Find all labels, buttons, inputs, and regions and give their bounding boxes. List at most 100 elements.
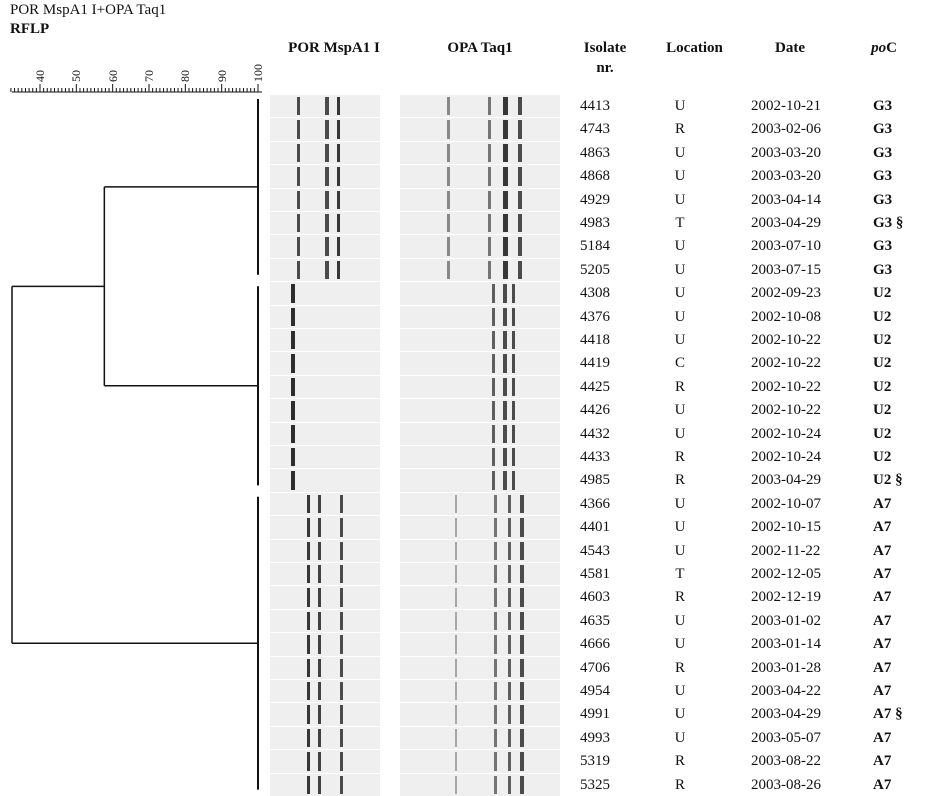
isolate-number: 4419 — [580, 355, 610, 372]
isolate-poc: A7 — [873, 589, 892, 606]
por-gel-band — [307, 752, 310, 771]
opa-gel-lane — [400, 750, 560, 773]
opa-gel-band — [492, 448, 495, 467]
opa-gel-band — [508, 728, 511, 748]
opa-gel-band — [492, 284, 495, 303]
isolate-poc: G3 — [873, 121, 893, 138]
isolate-number: 4376 — [580, 308, 610, 325]
isolate-date: 2002-09-23 — [751, 285, 821, 302]
isolate-poc: U2 — [873, 402, 892, 419]
isolate-location: U — [674, 729, 686, 746]
por-gel-band — [291, 424, 295, 443]
isolate-poc: G3 — [873, 191, 893, 208]
opa-gel-band — [488, 237, 491, 256]
opa-gel-band — [503, 167, 508, 186]
opa-gel-band — [520, 658, 524, 677]
opa-gel-lane — [400, 586, 560, 609]
isolate-number: 4991 — [580, 706, 610, 723]
por-gel-band — [291, 354, 295, 373]
isolate-location: U — [674, 495, 686, 512]
por-gel-band — [297, 190, 300, 209]
isolate-poc: A7 — [873, 612, 892, 629]
por-gel-lane — [270, 539, 380, 562]
por-gel-band — [318, 752, 321, 771]
opa-gel-lane — [400, 680, 560, 703]
por-gel-band — [340, 588, 343, 607]
opa-gel-band — [488, 167, 491, 186]
opa-gel-band — [520, 635, 524, 654]
por-gel-band — [337, 167, 340, 186]
opa-gel-band — [455, 494, 457, 514]
opa-gel-band — [518, 190, 522, 209]
por-gel-lane — [270, 399, 380, 422]
por-gel-band — [297, 237, 300, 256]
opa-gel-lane — [400, 726, 560, 750]
por-gel-band — [318, 728, 321, 748]
opa-gel-band — [503, 401, 507, 420]
isolate-location: R — [674, 449, 685, 465]
por-gel-band — [325, 260, 329, 280]
opa-gel-band — [503, 120, 508, 139]
por-gel-band — [340, 775, 343, 794]
isolate-poc: A7 — [873, 636, 892, 653]
isolate-date: 2002-10-22 — [751, 355, 821, 372]
por-gel-band — [291, 448, 295, 467]
header-poc: poC — [864, 38, 904, 58]
por-gel-lane — [270, 352, 380, 375]
opa-gel-band — [520, 541, 524, 560]
isolate-number: 4543 — [580, 542, 610, 559]
por-gel-band — [340, 565, 343, 584]
isolate-number: 4413 — [580, 98, 610, 114]
opa-gel-band — [494, 658, 497, 677]
isolate-location: U — [674, 238, 686, 255]
por-gel-band — [340, 494, 343, 514]
isolate-date: 2002-10-22 — [751, 332, 821, 348]
opa-gel-band — [520, 728, 524, 748]
isolate-number: 5319 — [580, 753, 610, 770]
isolate-poc: A7 — [873, 683, 892, 699]
opa-gel-band — [512, 354, 515, 373]
por-gel-band — [337, 97, 340, 116]
por-gel-band — [337, 143, 340, 163]
isolate-date: 2003-02-06 — [751, 121, 821, 138]
por-gel-band — [307, 541, 310, 560]
opa-gel-band — [508, 565, 511, 584]
figure-title: POR MspA1 I+OPA Taq1 — [10, 2, 167, 18]
opa-gel-band — [455, 775, 457, 794]
isolate-location: R — [674, 589, 685, 606]
isolate-poc: G3 § — [873, 215, 904, 231]
opa-gel-band — [447, 120, 450, 139]
isolate-date: 2003-07-15 — [751, 261, 821, 278]
isolate-number: 4432 — [580, 425, 610, 442]
isolate-location: U — [674, 706, 686, 723]
opa-gel-band — [494, 494, 497, 514]
opa-gel-band — [512, 377, 515, 397]
header-location: Location — [666, 40, 723, 56]
opa-gel-band — [455, 752, 457, 771]
isolate-date: 2003-01-02 — [751, 612, 821, 629]
isolate-location: U — [674, 332, 686, 348]
por-gel-band — [340, 611, 343, 631]
isolate-number: 4985 — [580, 472, 610, 489]
isolate-date: 2002-10-21 — [751, 98, 821, 114]
isolate-number: 5205 — [580, 261, 610, 278]
por-gel-band — [297, 143, 300, 163]
opa-gel-band — [518, 97, 522, 116]
por-gel-band — [318, 518, 321, 537]
opa-gel-band — [447, 143, 450, 163]
header-poc-rest: C — [886, 40, 897, 56]
por-gel-lane — [270, 726, 380, 750]
isolate-location: U — [674, 261, 686, 278]
isolate-number: 4929 — [580, 191, 610, 208]
opa-gel-band — [520, 518, 524, 537]
opa-gel-band — [492, 307, 495, 326]
isolate-location: U — [674, 285, 686, 302]
opa-gel-lane — [400, 282, 560, 305]
isolate-number: 4993 — [580, 729, 610, 746]
por-gel-band — [291, 284, 295, 303]
opa-gel-lane — [400, 469, 560, 492]
isolate-number: 4581 — [580, 566, 610, 582]
por-gel-band — [297, 214, 300, 233]
isolate-date: 2002-12-19 — [751, 589, 821, 606]
